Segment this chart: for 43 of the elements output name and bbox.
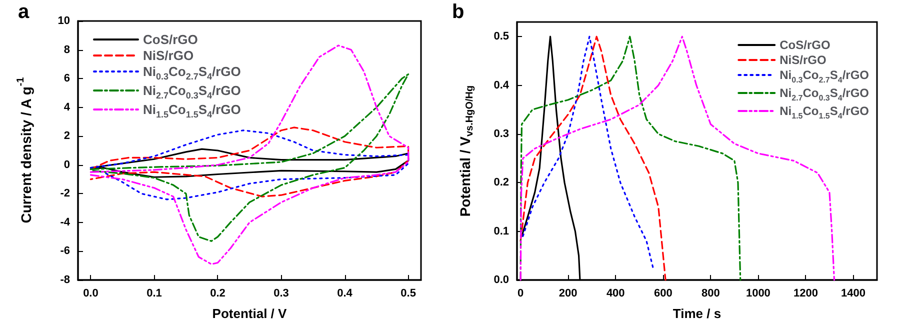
y-tick-label: 0.5	[494, 30, 509, 43]
x-tick-label: 1200	[793, 288, 818, 300]
y-tick-label: -8	[60, 274, 70, 286]
y-tick-label: 0.2	[494, 176, 509, 189]
legend-label: NiS/rGO	[143, 48, 194, 63]
legend-label: CoS/rGO	[143, 32, 198, 47]
x-tick-label: 0.3	[274, 288, 289, 300]
x-tick-label: 400	[606, 288, 625, 300]
legend-label: CoS/rGO	[780, 38, 830, 52]
y-axis-title: Potential / Vvs.HgO/Hg	[457, 85, 476, 217]
line-series	[520, 36, 742, 281]
x-tick-label: 0.4	[337, 288, 354, 300]
y-tick-label: 0.0	[494, 274, 509, 286]
x-tick-label: 800	[701, 288, 720, 300]
text: a	[18, 1, 30, 23]
y-tick-label: 4	[64, 101, 71, 114]
x-tick-label: 1000	[746, 288, 770, 300]
y-tick-label: 0.3	[494, 128, 509, 140]
x-tick-label: 0.1	[146, 288, 162, 300]
x-tick-label: 0.2	[210, 288, 226, 300]
y-tick-label: -2	[60, 188, 70, 200]
x-tick-label: 0	[518, 288, 524, 300]
y-tick-label: 2	[64, 130, 70, 142]
text: b	[452, 1, 464, 23]
line-series	[520, 36, 836, 281]
y-tick-label: -4	[60, 216, 71, 228]
line-series	[90, 44, 410, 265]
x-tick-label: 0.5	[400, 288, 416, 300]
x-tick-label: 200	[558, 288, 578, 300]
x-tick-label: 0.0	[83, 288, 98, 300]
x-axis-title: Time / s	[672, 306, 722, 321]
y-axis-title: Current density / A g-1	[16, 76, 34, 224]
y-tick-label: 6	[64, 72, 70, 85]
y-tick-label: 8	[64, 44, 70, 56]
y-tick-label: 0.4	[494, 79, 510, 92]
legend-label: NiS/rGO	[780, 53, 826, 67]
y-tick-label: 0	[64, 158, 70, 171]
y-tick-label: 10	[58, 15, 70, 27]
y-tick-label: -6	[60, 245, 70, 258]
y-tick-label: 0.1	[494, 225, 509, 238]
x-tick-label: 1400	[840, 288, 866, 300]
x-axis-title: Potential / V	[212, 306, 288, 321]
x-tick-label: 600	[654, 288, 672, 300]
